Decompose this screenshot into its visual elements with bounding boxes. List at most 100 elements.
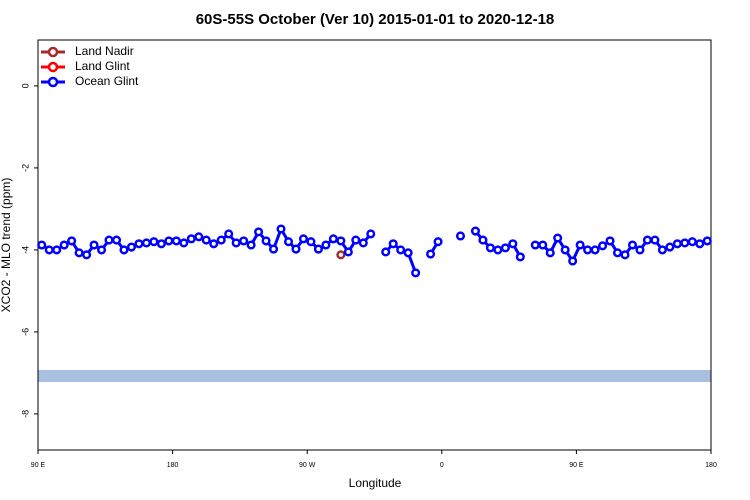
data-point bbox=[52, 245, 62, 255]
data-point bbox=[665, 242, 675, 252]
data-point bbox=[59, 240, 69, 250]
legend-label: Land Nadir bbox=[75, 44, 134, 58]
data-point bbox=[560, 245, 570, 255]
data-point bbox=[598, 241, 608, 251]
data-point bbox=[164, 236, 174, 246]
data-point bbox=[67, 236, 77, 246]
data-point bbox=[381, 247, 391, 257]
data-point bbox=[358, 238, 368, 248]
data-point bbox=[515, 252, 525, 262]
data-point bbox=[254, 227, 264, 237]
data-point bbox=[411, 268, 421, 278]
x-tick-label: 180 bbox=[705, 462, 717, 469]
data-point bbox=[568, 256, 578, 266]
data-point bbox=[283, 237, 294, 247]
data-point bbox=[261, 236, 271, 246]
x-axis-label: Longitude bbox=[349, 476, 402, 490]
data-point bbox=[620, 250, 630, 260]
data-point bbox=[126, 242, 137, 252]
data-point bbox=[231, 238, 241, 248]
legend-marker bbox=[47, 76, 59, 88]
data-point bbox=[179, 238, 189, 248]
data-point bbox=[702, 236, 712, 246]
data-point bbox=[149, 237, 159, 247]
data-point bbox=[455, 231, 466, 241]
legend-marker bbox=[47, 46, 59, 58]
x-tick-label: 90 E bbox=[569, 462, 584, 469]
data-point bbox=[493, 245, 503, 255]
data-point bbox=[470, 226, 481, 236]
data-point bbox=[426, 249, 436, 259]
data-point bbox=[642, 235, 652, 245]
y-axis-label: XCO2 - MLO trend (ppm) bbox=[0, 178, 13, 313]
data-point bbox=[485, 243, 495, 253]
data-point bbox=[635, 245, 645, 255]
data-point bbox=[575, 240, 585, 250]
data-point bbox=[321, 240, 331, 250]
data-point bbox=[657, 245, 667, 255]
data-point bbox=[553, 233, 563, 243]
data-point bbox=[396, 245, 406, 255]
data-point bbox=[687, 237, 697, 247]
data-point bbox=[74, 248, 84, 258]
x-tick-label: 0 bbox=[440, 462, 444, 469]
data-point bbox=[37, 240, 47, 250]
data-point bbox=[478, 235, 488, 245]
data-point bbox=[336, 250, 346, 260]
data-point bbox=[201, 235, 211, 245]
data-point bbox=[388, 239, 398, 249]
data-point bbox=[97, 245, 107, 255]
x-tick-label: 90 E bbox=[31, 462, 46, 469]
data-point bbox=[104, 235, 114, 245]
y-tick-label: -8 bbox=[20, 410, 30, 418]
data-point bbox=[583, 245, 593, 255]
data-point bbox=[186, 234, 196, 244]
y-tick-label: 0 bbox=[20, 83, 30, 88]
data-point bbox=[403, 248, 413, 258]
data-point bbox=[306, 237, 316, 247]
data-point bbox=[538, 240, 548, 250]
data-point bbox=[351, 235, 361, 245]
data-point bbox=[298, 234, 309, 244]
data-point bbox=[433, 237, 443, 247]
data-point bbox=[680, 238, 690, 248]
x-tick-label: 180 bbox=[167, 462, 179, 469]
data-point bbox=[530, 240, 540, 250]
chart-title: 60S-55S October (Ver 10) 2015-01-01 to 2… bbox=[196, 11, 555, 28]
y-tick-label: -6 bbox=[20, 328, 30, 336]
y-tick-label: -4 bbox=[20, 246, 30, 254]
data-point bbox=[119, 245, 129, 255]
data-point bbox=[141, 238, 151, 248]
data-point bbox=[291, 244, 301, 254]
data-point bbox=[111, 235, 122, 245]
data-point bbox=[246, 240, 256, 250]
legend-marker bbox=[47, 61, 59, 73]
legend-label: Ocean Glint bbox=[75, 74, 139, 88]
data-point bbox=[171, 236, 181, 246]
data-point bbox=[508, 239, 518, 249]
data-point bbox=[216, 235, 226, 245]
data-point bbox=[366, 229, 376, 239]
legend-label: Land Glint bbox=[75, 59, 130, 73]
data-point bbox=[650, 235, 660, 245]
data-point bbox=[500, 243, 510, 253]
data-point bbox=[82, 250, 92, 260]
y-tick-label: -2 bbox=[20, 164, 30, 172]
x-tick-label: 90 W bbox=[299, 462, 316, 469]
data-point bbox=[590, 245, 600, 255]
data-point bbox=[313, 244, 323, 254]
data-point bbox=[336, 236, 346, 246]
data-point bbox=[194, 232, 204, 242]
data-point bbox=[276, 224, 286, 234]
data-point bbox=[269, 244, 279, 254]
data-point bbox=[89, 240, 99, 250]
data-point bbox=[209, 239, 219, 249]
data-point bbox=[328, 234, 338, 244]
data-point bbox=[239, 236, 249, 246]
data-point bbox=[343, 247, 353, 257]
data-point bbox=[545, 248, 555, 258]
data-point bbox=[612, 248, 623, 258]
data-point bbox=[627, 240, 638, 250]
data-point bbox=[695, 239, 705, 249]
